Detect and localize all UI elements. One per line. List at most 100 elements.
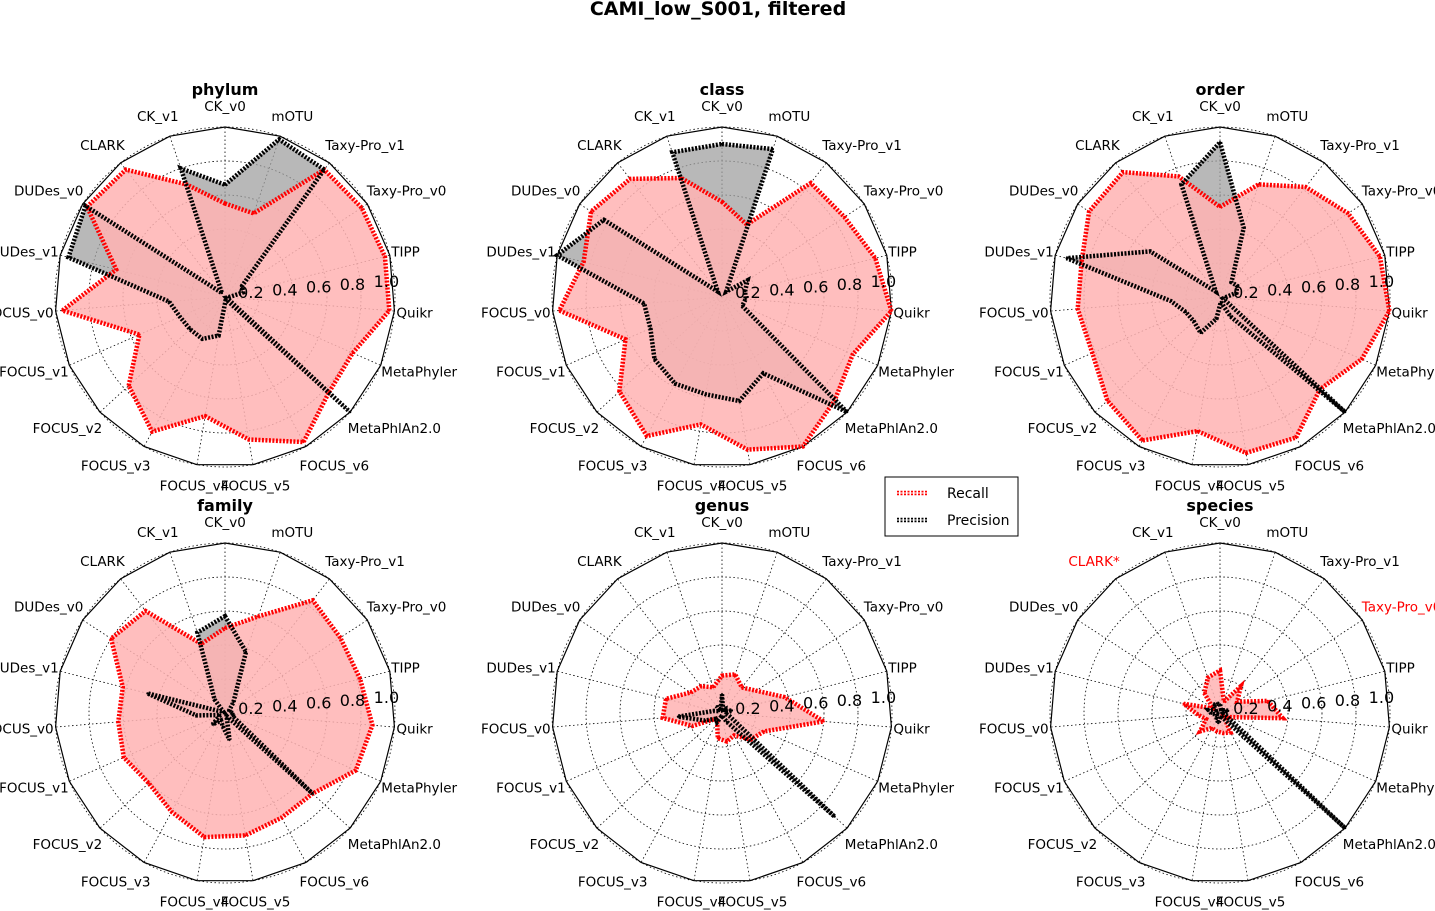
category-label-FOCUS_v2: FOCUS_v2 xyxy=(1028,421,1098,437)
radial-gridline xyxy=(54,126,396,468)
precision-point-Taxy-Pro_v0 xyxy=(1235,284,1239,287)
recall-point-FOCUS_v6 xyxy=(280,816,283,819)
precision-point-FOCUS_v0 xyxy=(195,714,198,717)
recall-point-CLARK xyxy=(124,168,128,171)
recall-point-TIPP xyxy=(874,257,877,260)
category-label-DUDes_v1: DUDes_v1 xyxy=(486,660,555,676)
category-label-FOCUS_v1: FOCUS_v1 xyxy=(0,365,69,381)
radial-tick-label: 0.6 xyxy=(1301,278,1326,297)
precision-point-CK_v1 xyxy=(671,151,674,154)
recall-point-Taxy-Pro_v0 xyxy=(843,215,846,219)
recall-point-FOCUS_v1 xyxy=(1091,351,1094,355)
radial-gridline xyxy=(54,542,396,884)
recall-point-Quikr xyxy=(890,309,893,313)
category-label-FOCUS_v6: FOCUS_v6 xyxy=(797,875,867,891)
radar-panels: 0.2 0.4 0.6 0.8 1.0 CK_v0 mOTU Taxy-Pro_v1 Taxy-… xyxy=(0,80,1435,911)
radial-tick-label: 0.6 xyxy=(1301,694,1326,713)
category-label-Taxy-Pro_v1: Taxy-Pro_v1 xyxy=(821,138,902,154)
precision-point-DUDes_v1 xyxy=(1065,257,1068,260)
recall-point-Taxy-Pro_v0 xyxy=(755,689,758,692)
radial-gridline xyxy=(1049,126,1391,468)
precision-point-FOCUS_v3 xyxy=(201,337,204,341)
category-label-FOCUS_v3: FOCUS_v3 xyxy=(578,459,648,475)
radial-tick-label: 0.8 xyxy=(837,275,862,294)
recall-point-Taxy-Pro_v1 xyxy=(809,181,812,185)
category-label-mOTU: mOTU xyxy=(271,109,313,125)
recall-point-CLARK xyxy=(699,685,703,688)
category-label-FOCUS_v0: FOCUS_v0 xyxy=(481,721,551,737)
precision-point-TIPP xyxy=(228,710,232,713)
category-label-mOTU: mOTU xyxy=(768,525,810,541)
recall-point-mOTU xyxy=(256,615,260,618)
precision-point-Quikr xyxy=(744,297,747,301)
spoke-gridline xyxy=(1138,712,1221,863)
category-label-DUDes_v1: DUDes_v1 xyxy=(0,660,59,676)
radar-panel-family: 0.2 0.4 0.6 0.8 1.0 CK_v0 mOTU Taxy-Pro_v1 Taxy-… xyxy=(0,496,458,911)
recall-point-FOCUS_v2 xyxy=(1198,730,1202,733)
category-label-Quikr: Quikr xyxy=(396,721,433,737)
category-label-CK_v1: CK_v1 xyxy=(634,109,676,125)
precision-point-Taxy-Pro_v1 xyxy=(232,701,235,704)
category-label-FOCUS_v5: FOCUS_v5 xyxy=(1216,479,1286,495)
precision-outline xyxy=(553,141,849,415)
recall-area xyxy=(662,674,824,742)
category-label-CK_v0: CK_v0 xyxy=(1199,99,1241,115)
recall-point-FOCUS_v6 xyxy=(732,734,736,737)
precision-point-mOTU xyxy=(721,708,725,711)
radial-gridline xyxy=(551,542,893,884)
recall-point-DUDes_v1 xyxy=(664,697,668,700)
category-label-DUDes_v0: DUDes_v0 xyxy=(1009,599,1078,615)
precision-point-MetaPhyler xyxy=(741,304,744,308)
category-label-MetaPhlAn2.0: MetaPhlAn2.0 xyxy=(845,837,938,853)
category-label-CK_v1: CK_v1 xyxy=(137,525,179,541)
category-label-FOCUS_v3: FOCUS_v3 xyxy=(1076,459,1146,475)
recall-point-FOCUS_v0 xyxy=(1076,307,1079,310)
category-label-mOTU: mOTU xyxy=(271,525,313,541)
precision-point-DUDes_v1 xyxy=(67,256,70,259)
precision-point-MetaPhlAn2.0 xyxy=(845,410,849,414)
precision-point-MetaPhyler xyxy=(231,715,234,718)
recall-point-Taxy-Pro_v0 xyxy=(1346,212,1350,215)
recall-outline xyxy=(57,166,392,445)
radial-tick-label: 0.2 xyxy=(1233,283,1258,302)
precision-point-FOCUS_v4 xyxy=(221,725,224,728)
precision-point-CLARK xyxy=(716,290,719,293)
category-label-CLARK: CLARK xyxy=(80,138,126,154)
category-label-Taxy-Pro_v1: Taxy-Pro_v1 xyxy=(1319,554,1400,570)
recall-point-FOCUS_v1 xyxy=(138,333,141,336)
category-label-FOCUS_v1: FOCUS_v1 xyxy=(0,781,69,797)
precision-point-CLARK xyxy=(220,291,224,295)
recall-point-FOCUS_v3 xyxy=(151,430,154,433)
precision-point-FOCUS_v4 xyxy=(217,334,220,337)
recall-point-Quikr xyxy=(1388,309,1391,313)
category-label-FOCUS_v0: FOCUS_v0 xyxy=(0,721,54,737)
precision-point-Taxy-Pro_v1 xyxy=(725,290,728,293)
precision-point-FOCUS_v5 xyxy=(224,299,227,302)
precision-point-CK_v0 xyxy=(720,693,724,696)
recall-point-mOTU xyxy=(1257,183,1260,186)
precision-point-FOCUS_v0 xyxy=(1169,299,1173,303)
recall-point-mOTU xyxy=(1222,700,1226,703)
category-label-MetaPhlAn2.0: MetaPhlAn2.0 xyxy=(1343,837,1435,853)
recall-point-TIPP xyxy=(358,677,362,680)
category-label-TIPP: TIPP xyxy=(390,244,420,260)
recall-outline xyxy=(1075,169,1392,456)
radial-tick-label: 0.2 xyxy=(238,699,263,718)
category-label-FOCUS_v4: FOCUS_v4 xyxy=(657,895,727,911)
recall-point-CK_v0 xyxy=(720,674,724,677)
precision-point-Quikr xyxy=(232,712,235,715)
category-label-CLARK: CLARK xyxy=(80,554,126,570)
recall-point-FOCUS_v6 xyxy=(1229,731,1232,734)
category-label-MetaPhlAn2.0: MetaPhlAn2.0 xyxy=(348,421,441,437)
precision-point-DUDes_v1 xyxy=(146,692,149,695)
recall-point-MetaPhyler xyxy=(1360,357,1363,361)
radial-tick-label: 0.2 xyxy=(735,699,760,718)
radial-tick-label: 0.6 xyxy=(306,694,331,713)
precision-point-TIPP xyxy=(241,291,245,294)
recall-point-FOCUS_v2 xyxy=(1106,399,1109,402)
precision-point-MetaPhyler xyxy=(728,715,731,718)
precision-point-CLARK xyxy=(213,698,216,701)
recall-area xyxy=(62,169,390,442)
precision-point-DUDes_v1 xyxy=(1207,708,1210,712)
